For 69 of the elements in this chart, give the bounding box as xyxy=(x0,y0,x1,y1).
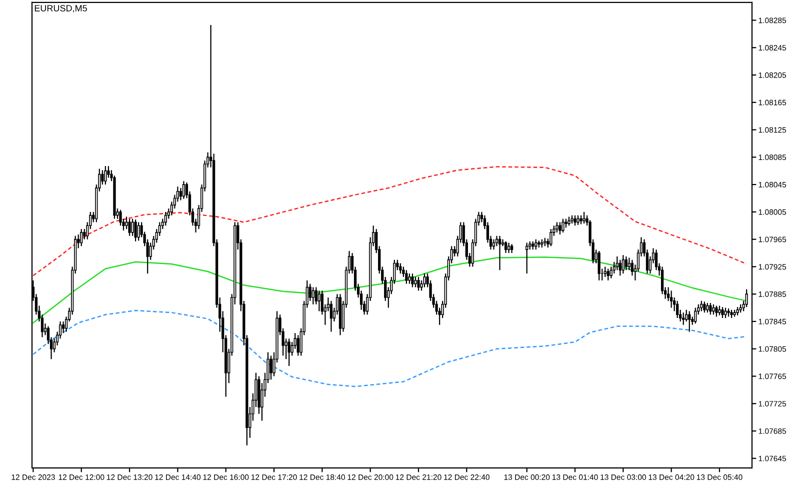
candlestick xyxy=(405,270,408,284)
candlestick xyxy=(715,305,718,318)
candlestick xyxy=(107,166,110,178)
candlestick xyxy=(417,276,420,292)
candlestick xyxy=(556,222,558,234)
candlestick xyxy=(164,211,167,226)
candlestick xyxy=(676,300,679,319)
candlestick xyxy=(101,170,104,186)
candlestick xyxy=(128,218,131,236)
candlestick xyxy=(628,257,631,271)
candlestick xyxy=(694,307,697,324)
candlestick xyxy=(606,268,610,281)
candlestick xyxy=(582,211,586,224)
candlestick xyxy=(131,218,134,236)
candlestick xyxy=(288,338,290,367)
candlestick xyxy=(550,228,552,247)
candlestick xyxy=(312,286,314,305)
candlestick xyxy=(492,238,496,250)
candlestick xyxy=(134,218,137,242)
candlestick xyxy=(709,302,712,316)
candlestick xyxy=(414,276,417,288)
candlestick xyxy=(562,218,564,234)
candlestick xyxy=(706,302,709,314)
candlestick xyxy=(604,266,606,278)
candlestick xyxy=(712,304,715,316)
candlestick xyxy=(685,309,688,322)
candlestick xyxy=(526,242,528,274)
chart-title: EURUSD,M5 xyxy=(34,5,87,12)
candlestick xyxy=(80,228,83,247)
candlestick xyxy=(718,305,721,316)
candlestick xyxy=(498,235,502,271)
candlestick xyxy=(318,290,320,312)
candlestick xyxy=(119,209,122,226)
line-series xyxy=(32,256,748,324)
candlestick xyxy=(660,266,664,295)
candlestick xyxy=(399,262,402,274)
candlestick xyxy=(182,180,186,200)
candlestick xyxy=(504,240,508,254)
candlestick xyxy=(408,272,411,284)
candlestick xyxy=(724,307,727,319)
candlestick xyxy=(125,216,128,230)
candlestick xyxy=(682,312,685,326)
candlestick xyxy=(700,300,703,312)
candlestick xyxy=(558,222,562,236)
candlestick xyxy=(83,228,86,240)
candlestick xyxy=(622,254,624,274)
candlestick xyxy=(630,259,634,276)
candlestick xyxy=(616,256,618,271)
candlestick xyxy=(721,306,724,319)
candlestick xyxy=(670,290,673,308)
candlestick xyxy=(423,272,426,288)
candlestick xyxy=(507,242,510,254)
candlestick xyxy=(576,214,580,226)
candlestick xyxy=(296,334,300,356)
candlestick xyxy=(610,266,612,279)
candlestick xyxy=(598,250,600,281)
candlestick xyxy=(330,300,333,332)
candlestick xyxy=(574,214,576,226)
candlestick xyxy=(411,272,414,288)
candlestick xyxy=(618,259,622,276)
candlestick xyxy=(745,288,748,308)
candlestick xyxy=(703,301,706,314)
candlestick xyxy=(137,222,140,242)
candlestick xyxy=(624,256,628,271)
candlestick xyxy=(270,355,272,380)
candlestick xyxy=(688,310,691,332)
candlestick xyxy=(308,283,312,302)
candlestick xyxy=(104,166,107,186)
candlestick xyxy=(534,238,538,250)
